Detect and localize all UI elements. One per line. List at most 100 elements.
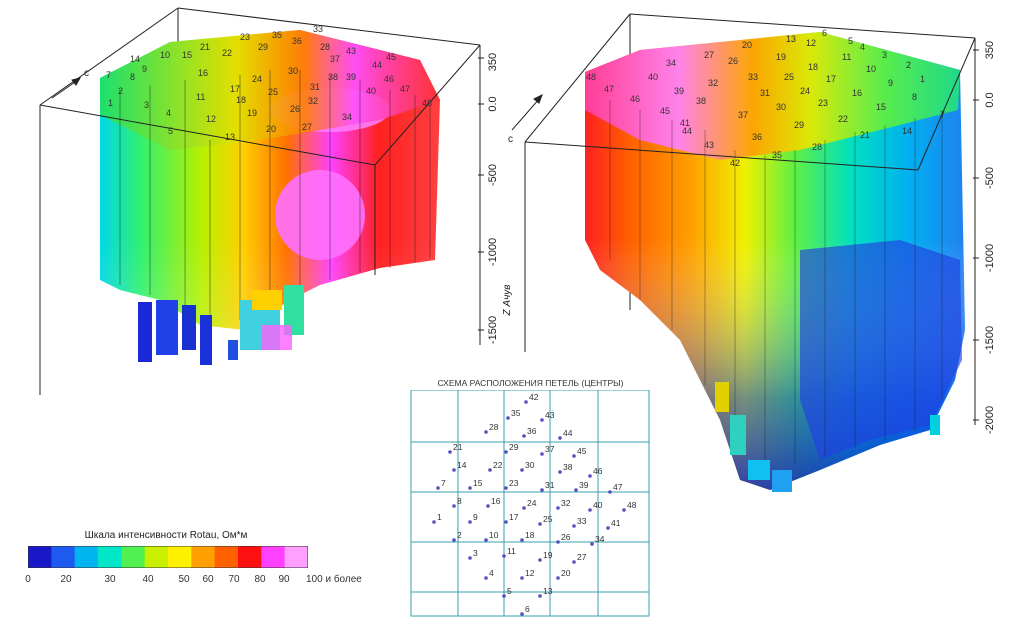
left-loop-18: 18 — [236, 95, 246, 105]
scheme-point-13 — [538, 594, 542, 598]
left-arrow-label: c — [84, 68, 89, 79]
right-loop-13: 13 — [786, 34, 796, 44]
left-loop-20: 20 — [266, 124, 276, 134]
legend-tick-0: 0 — [25, 574, 31, 585]
scheme-point-10 — [484, 538, 488, 542]
scheme-label-2: 2 — [457, 530, 462, 540]
right-loop-28: 28 — [812, 142, 822, 152]
right-loop-14: 14 — [902, 126, 912, 136]
left-loop-29: 29 — [258, 42, 268, 52]
left-loop-30: 30 — [288, 66, 298, 76]
left-loop-13: 13 — [225, 132, 235, 142]
left-loop-40: 40 — [366, 86, 376, 96]
right-loop-40: 40 — [648, 72, 658, 82]
scheme-label-43: 43 — [545, 410, 555, 420]
left-loop-38: 38 — [328, 72, 338, 82]
right-loop-36: 36 — [752, 132, 762, 142]
legend-color-bar — [28, 546, 308, 568]
scheme-point-15 — [468, 486, 472, 490]
scheme-label-18: 18 — [525, 530, 535, 540]
scheme-label-15: 15 — [473, 478, 483, 488]
scheme-label-45: 45 — [577, 446, 587, 456]
left-z-tick-500: -500 — [487, 164, 499, 186]
right-loop-32: 32 — [708, 78, 718, 88]
scheme-label-21: 21 — [453, 442, 463, 452]
right-loop-39: 39 — [674, 86, 684, 96]
scheme-point-40 — [588, 508, 592, 512]
right-loop-2: 2 — [906, 60, 911, 70]
left-column-lines — [119, 70, 431, 325]
right-z-tick-1000: -1000 — [984, 244, 996, 272]
legend-tick-50: 50 — [178, 574, 190, 585]
right-loop-1: 1 — [920, 74, 925, 84]
scheme-label-40: 40 — [593, 500, 603, 510]
scheme-point-24 — [522, 506, 526, 510]
right-loop-7: 7 — [940, 110, 945, 120]
legend-swatch — [191, 546, 216, 568]
scheme-label-28: 28 — [489, 422, 499, 432]
left-loop-47: 47 — [400, 84, 410, 94]
scheme-label-31: 31 — [545, 480, 555, 490]
scheme-label-7: 7 — [441, 478, 446, 488]
right-loop-26: 26 — [728, 56, 738, 66]
scheme-point-41 — [606, 526, 610, 530]
legend-title: Шкала интенсивности Rotau, Ом*м — [84, 530, 248, 541]
legend-tick-90: 90 — [278, 574, 290, 585]
left-front-frame — [39, 44, 481, 345]
left-z-tick-350: 350 — [487, 53, 499, 71]
scheme-point-8 — [452, 504, 456, 508]
scheme-point-30 — [520, 468, 524, 472]
right-loop-15: 15 — [876, 102, 886, 112]
legend-tick-30: 30 — [104, 574, 116, 585]
right-loop-48: 48 — [586, 72, 596, 82]
scheme-label-6: 6 — [525, 604, 530, 614]
left-loop-9: 9 — [142, 64, 147, 74]
left-loop-31: 31 — [310, 82, 320, 92]
legend-tick-20: 20 — [60, 574, 72, 585]
scheme-label-47: 47 — [613, 482, 623, 492]
left-loop-2: 2 — [118, 86, 123, 96]
scheme-point-12 — [520, 576, 524, 580]
scheme-label-34: 34 — [595, 534, 605, 544]
legend-tick-100: 100 и более — [306, 574, 362, 585]
right-loop-37: 37 — [738, 110, 748, 120]
scheme-label-9: 9 — [473, 512, 478, 522]
color-scale-legend: Шкала интенсивности Rotau, Ом*м 0 20 30 … — [25, 530, 362, 598]
scheme-label-14: 14 — [457, 460, 467, 470]
left-loop-33: 33 — [313, 24, 323, 34]
right-loop-17: 17 — [826, 74, 836, 84]
scheme-label-16: 16 — [491, 496, 501, 506]
scheme-point-43 — [540, 418, 544, 422]
right-loop-29: 29 — [794, 120, 804, 130]
legend-swatch — [74, 546, 99, 568]
left-loop-5: 5 — [168, 126, 173, 136]
right-loop-30: 30 — [776, 102, 786, 112]
left-loop-7: 7 — [106, 70, 111, 80]
left-loop-36: 36 — [292, 36, 302, 46]
right-deep-low-zone — [800, 240, 962, 460]
left-z-axis-label: Z Ачув — [502, 285, 513, 317]
scheme-label-27: 27 — [577, 552, 587, 562]
left-loop-15: 15 — [182, 50, 192, 60]
scheme-point-28 — [484, 430, 488, 434]
left-deep-fragments — [138, 285, 304, 365]
right-loop-6: 6 — [822, 28, 827, 38]
scheme-label-35: 35 — [511, 408, 521, 418]
right-arrow-label: c — [508, 134, 513, 145]
right-3d-plot: 350 0.0 -500 -1000 -1500 -2000 c 42 43 3… — [508, 13, 996, 492]
scheme-point-5 — [502, 594, 506, 598]
scheme-label-23: 23 — [509, 478, 519, 488]
scheme-point-19 — [538, 558, 542, 562]
scheme-label-48: 48 — [627, 500, 637, 510]
scheme-point-38 — [558, 470, 562, 474]
scheme-label-24: 24 — [527, 498, 537, 508]
right-loop-42: 42 — [730, 158, 740, 168]
left-loop-46: 46 — [384, 74, 394, 84]
right-loop-9: 9 — [888, 78, 893, 88]
scheme-label-19: 19 — [543, 550, 553, 560]
right-loop-10: 10 — [866, 64, 876, 74]
scheme-point-36 — [522, 434, 526, 438]
scheme-point-22 — [488, 468, 492, 472]
